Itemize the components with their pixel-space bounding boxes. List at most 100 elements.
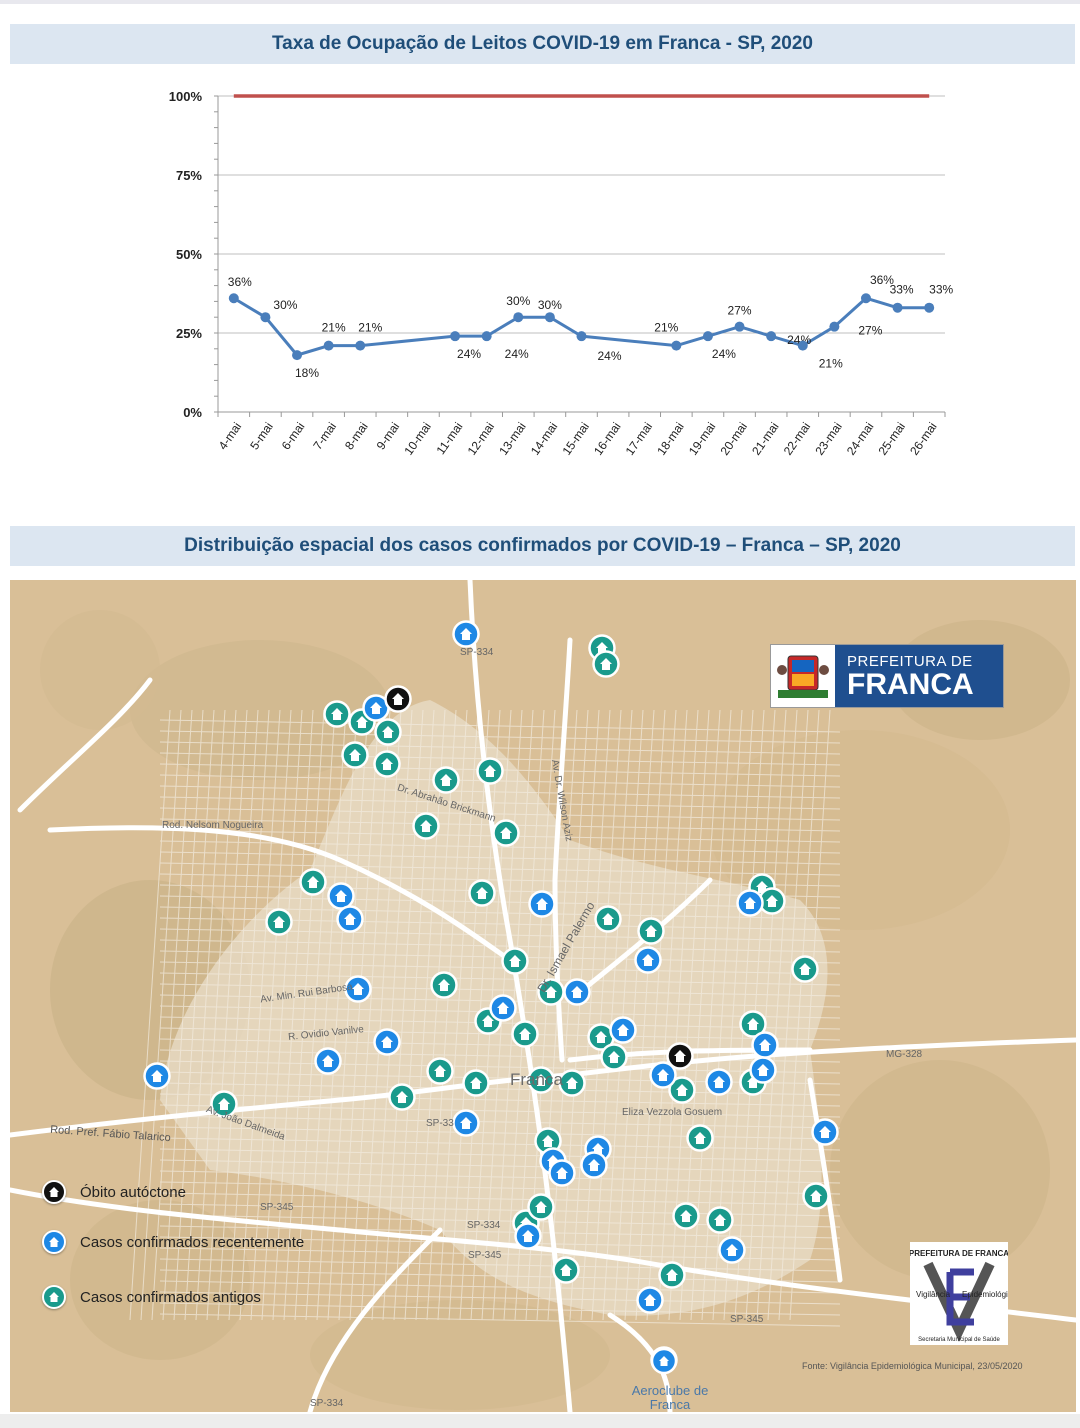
home-icon: [676, 1084, 688, 1096]
home-icon: [382, 726, 394, 738]
old-case-marker[interactable]: [802, 1182, 830, 1210]
old-case-marker[interactable]: [552, 1256, 580, 1284]
old-case-marker[interactable]: [686, 1124, 714, 1152]
recent-case-marker[interactable]: [344, 975, 372, 1003]
map-view[interactable]: SP-334 SP-334 SP-334 SP-345 SP-345 SP-34…: [10, 580, 1076, 1412]
recent-case-marker[interactable]: [609, 1016, 637, 1044]
recent-case-marker[interactable]: [143, 1062, 171, 1090]
home-icon: [392, 693, 404, 705]
home-icon: [642, 954, 654, 966]
street: [239, 709, 281, 1321]
street: [173, 709, 215, 1321]
old-case-marker[interactable]: [299, 868, 327, 896]
old-case-marker[interactable]: [492, 819, 520, 847]
recent-case-marker[interactable]: [528, 890, 556, 918]
old-case-marker[interactable]: [758, 887, 786, 915]
home-icon: [484, 765, 496, 777]
recent-case-marker[interactable]: [373, 1028, 401, 1056]
old-case-marker[interactable]: [527, 1193, 555, 1221]
street: [261, 709, 303, 1321]
y-tick-label: 75%: [176, 168, 202, 183]
old-case-marker[interactable]: [587, 1023, 615, 1051]
recent-case-marker[interactable]: [327, 882, 355, 910]
label-sp334-top: SP-334: [460, 647, 494, 658]
y-tick-label: 50%: [176, 247, 202, 262]
aeroclube-pin[interactable]: [650, 1347, 678, 1375]
recent-case-marker[interactable]: [634, 946, 662, 974]
old-case-marker[interactable]: [658, 1261, 686, 1289]
recent-case-marker[interactable]: [649, 1061, 677, 1089]
old-case-marker[interactable]: [468, 879, 496, 907]
recent-case-marker[interactable]: [563, 978, 591, 1006]
recent-case-marker[interactable]: [718, 1236, 746, 1264]
old-case-marker[interactable]: [739, 1010, 767, 1038]
recent-case-marker[interactable]: [580, 1151, 608, 1179]
recent-case-marker[interactable]: [751, 1031, 779, 1059]
old-case-marker[interactable]: [374, 718, 402, 746]
old-case-marker[interactable]: [430, 971, 458, 999]
terrain-patch: [310, 1300, 610, 1410]
recent-case-marker[interactable]: [514, 1222, 542, 1250]
map-title: Distribuição espacial dos casos confirma…: [10, 526, 1075, 566]
street: [283, 709, 325, 1321]
data-label: 27%: [858, 324, 882, 338]
recent-case-marker[interactable]: [749, 1056, 777, 1084]
recent-case-marker[interactable]: [452, 620, 480, 648]
death-marker[interactable]: [666, 1042, 694, 1070]
old-case-marker[interactable]: [511, 1020, 539, 1048]
old-case-marker[interactable]: [527, 1066, 555, 1094]
home-icon: [617, 1024, 629, 1036]
x-tick-label: 19-mai: [686, 420, 719, 458]
street: [159, 1258, 841, 1272]
street: [159, 796, 841, 810]
x-tick-label: 15-mai: [559, 420, 592, 458]
home-icon: [370, 702, 382, 714]
recent-case-marker[interactable]: [548, 1159, 576, 1187]
data-label: 24%: [712, 347, 736, 361]
old-case-marker[interactable]: [594, 905, 622, 933]
old-case-marker[interactable]: [412, 812, 440, 840]
recent-case-marker[interactable]: [705, 1068, 733, 1096]
home-icon: [42, 1285, 66, 1309]
old-case-marker[interactable]: [476, 757, 504, 785]
recent-case-marker[interactable]: [811, 1118, 839, 1146]
map-canvas[interactable]: [10, 580, 1076, 1412]
old-case-marker[interactable]: [462, 1069, 490, 1097]
old-case-marker[interactable]: [323, 700, 351, 728]
street: [448, 709, 490, 1321]
recent-case-marker[interactable]: [314, 1047, 342, 1075]
recent-case-marker[interactable]: [636, 1286, 664, 1314]
home-icon: [381, 758, 393, 770]
home-icon: [335, 890, 347, 902]
street: [159, 774, 841, 788]
old-case-marker[interactable]: [706, 1206, 734, 1234]
home-icon: [519, 1028, 531, 1040]
data-label: 21%: [819, 357, 843, 371]
home-icon: [726, 1244, 738, 1256]
logo-line2: FRANCA: [847, 667, 974, 701]
old-case-marker[interactable]: [637, 917, 665, 945]
old-case-marker[interactable]: [210, 1090, 238, 1118]
old-case-marker[interactable]: [388, 1083, 416, 1111]
old-case-marker[interactable]: [426, 1057, 454, 1085]
old-case-marker[interactable]: [341, 741, 369, 769]
legend-death: Óbito autóctone: [42, 1180, 186, 1204]
old-case-marker[interactable]: [373, 750, 401, 778]
old-case-marker[interactable]: [558, 1069, 586, 1097]
old-case-marker[interactable]: [432, 766, 460, 794]
death-marker[interactable]: [384, 685, 412, 713]
old-case-marker[interactable]: [265, 908, 293, 936]
old-case-marker[interactable]: [668, 1076, 696, 1104]
old-case-marker[interactable]: [672, 1202, 700, 1230]
home-icon: [747, 1018, 759, 1030]
old-case-marker[interactable]: [534, 1127, 562, 1155]
recent-case-marker[interactable]: [336, 905, 364, 933]
recent-case-marker[interactable]: [736, 889, 764, 917]
old-case-marker[interactable]: [501, 947, 529, 975]
old-case-marker[interactable]: [592, 650, 620, 678]
old-case-marker[interactable]: [600, 1043, 628, 1071]
recent-case-marker[interactable]: [452, 1109, 480, 1137]
top-rule: [0, 0, 1080, 4]
old-case-marker[interactable]: [791, 955, 819, 983]
recent-case-marker[interactable]: [489, 994, 517, 1022]
